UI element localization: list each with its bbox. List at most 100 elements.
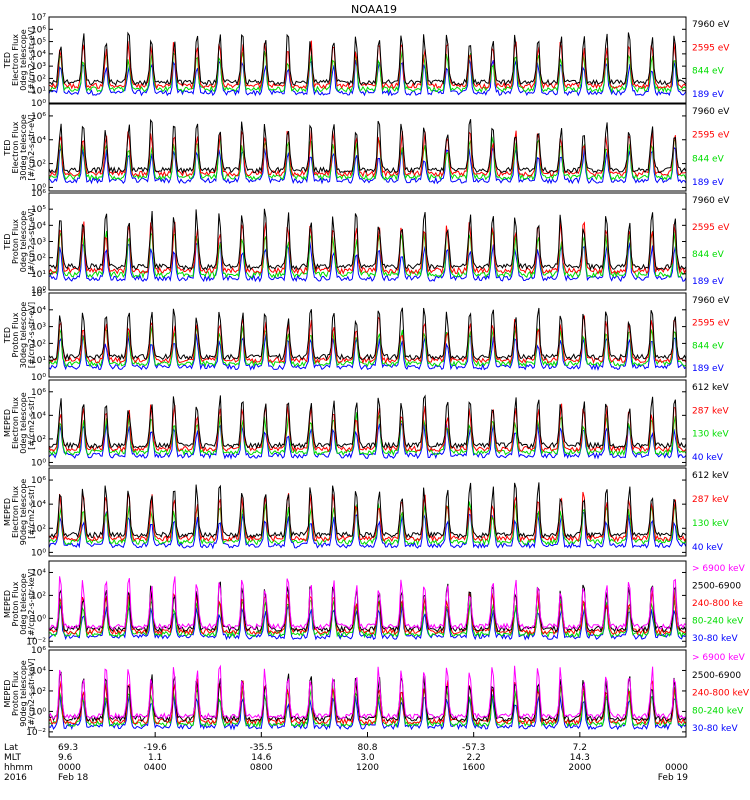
panel-frame <box>48 16 687 104</box>
y-axis-label: MEPED <box>3 680 12 708</box>
series-trace-189-ev <box>49 333 686 371</box>
legend-entry: 189 eV <box>692 364 725 374</box>
x-row-label: Lat <box>4 743 19 753</box>
y-tick-label: 10⁴ <box>31 411 46 421</box>
panel-3-traces <box>49 208 686 283</box>
panel-frame <box>48 292 687 378</box>
y-tick-label: 10¹ <box>31 270 46 280</box>
y-tick-label: 10⁰ <box>31 99 46 109</box>
y-axis-label: [#/cm2-s-str-eV] <box>27 302 36 368</box>
y-tick-label: 10⁻² <box>26 728 46 738</box>
y-tick-label: 10⁴ <box>31 50 46 60</box>
series-trace-7960-ev <box>49 208 686 271</box>
y-axis-label: Electron Flux <box>11 121 20 173</box>
y-tick-label: 10⁵ <box>31 289 46 299</box>
x-tick-label: 1600 <box>462 763 485 773</box>
legend-entry: 189 eV <box>692 90 725 100</box>
series-trace-80-240-kev <box>49 685 686 729</box>
series-trace-7960-ev <box>49 307 686 361</box>
x-tick-label: Feb 19 <box>658 773 689 783</box>
y-tick-label: 10³ <box>31 62 46 72</box>
series-trace-2500-6900 <box>49 671 686 723</box>
series-trace-240-800-kev <box>49 678 686 726</box>
y-tick-label: 10⁴ <box>31 500 46 510</box>
series-trace-844-ev <box>49 230 686 279</box>
legend-entry: 189 eV <box>692 178 725 188</box>
x-tick-label: -57.3 <box>462 743 485 753</box>
series-trace-7960-ev <box>49 118 686 175</box>
series-trace-612-kev <box>49 482 686 539</box>
y-axis-label: [#/cm2-s-str] <box>27 396 36 449</box>
y-tick-label: 10⁴ <box>31 221 46 231</box>
y-tick-label: 10² <box>31 591 46 601</box>
legend-entry: 2595 eV <box>692 319 730 329</box>
y-tick-label: 10¹ <box>31 356 46 366</box>
y-tick-label: 10⁶ <box>31 476 46 486</box>
y-tick-label: 10⁶ <box>31 388 46 398</box>
y-tick-label: 10⁶ <box>31 112 46 122</box>
y-tick-label: 10⁷ <box>31 13 46 23</box>
panel-8: 10⁻² 10⁰ 10² 10⁴ 10⁶ MEPED Proton Flux 90deg te… <box>3 646 750 738</box>
legend-entry: 844 eV <box>692 341 725 351</box>
legend-entry: 287 keV <box>692 406 729 416</box>
y-tick-label: 10² <box>31 160 46 170</box>
legend-entry: 2500-6900 <box>692 582 741 592</box>
x-tick-label: 3.0 <box>360 753 375 763</box>
y-axis-label: 90deg telescope <box>19 479 28 546</box>
legend-entry: 30-80 keV <box>692 724 738 734</box>
x-row-label: hhmm <box>4 763 33 773</box>
legend-entry: > 6900 keV <box>692 564 746 574</box>
x-row-label: MLT <box>4 753 22 763</box>
x-tick-label: 80.8 <box>357 743 377 753</box>
x-tick-label: 0000 <box>665 763 688 773</box>
y-axis-label: Proton Flux <box>11 671 20 716</box>
series-trace-287-kev <box>49 403 686 453</box>
series-trace-130-kev <box>49 412 686 457</box>
series-trace--6900-kev <box>49 664 686 720</box>
y-tick-label: 10⁰ <box>31 183 46 193</box>
x-tick-label: 7.2 <box>573 743 587 753</box>
panel-4: 10⁰ 10¹ 10² 10³ 10⁴ 10⁵ TED Proton Flux 30deg te… <box>3 289 730 383</box>
series-trace-40-kev <box>49 510 686 550</box>
legend-entry: 40 keV <box>692 543 724 553</box>
y-axis-label: 30deg telescope <box>19 114 28 181</box>
series-trace-189-ev <box>49 147 686 185</box>
y-tick-label: 10⁴ <box>31 568 46 578</box>
legend-entry: 2595 eV <box>692 43 730 53</box>
legend-entry: 844 eV <box>692 154 725 164</box>
y-axis-label: 0deg telescope <box>19 211 28 272</box>
panel-6-traces <box>49 482 686 550</box>
y-tick-label: 10⁶ <box>31 25 46 35</box>
legend-entry: 2500-6900 <box>692 671 741 681</box>
legend-entry: 844 eV <box>692 67 725 77</box>
series-trace-189-ev <box>49 241 686 283</box>
series-trace-2595-ev <box>49 129 686 178</box>
y-tick-label: 10⁴ <box>31 666 46 676</box>
y-tick-label: 10⁶ <box>31 646 46 656</box>
y-axis-label: [#/cm2-s-str-eV] <box>27 208 36 274</box>
legend-entry: 844 eV <box>692 250 725 260</box>
x-tick-label: -35.5 <box>250 743 273 753</box>
panel-frame <box>48 560 687 648</box>
y-axis-label: 90deg telescope <box>19 660 28 727</box>
legend-entry: 2595 eV <box>692 131 730 141</box>
x-row-label: 2016 <box>4 773 27 783</box>
legend-entry: 7960 eV <box>692 196 730 206</box>
series-trace-30-80-kev <box>49 602 686 641</box>
y-tick-label: 10⁰ <box>31 286 46 296</box>
x-tick-label: 14.6 <box>251 753 271 763</box>
y-tick-label: 10² <box>31 339 46 349</box>
y-tick-label: 10⁶ <box>31 189 46 199</box>
y-axis-label: MEPED <box>3 409 12 437</box>
legend-entry: 80-240 keV <box>692 617 744 627</box>
y-axis-label: TED <box>3 139 12 156</box>
legend-entry: 189 eV <box>692 277 725 287</box>
y-tick-label: 10³ <box>31 238 46 248</box>
panel-7-traces <box>49 576 686 641</box>
panel-frame <box>48 379 687 467</box>
y-tick-label: 10² <box>31 687 46 697</box>
y-axis-label: MEPED <box>3 498 12 526</box>
y-axis-label: TED <box>3 327 12 344</box>
panel-2: 10⁰ 10² 10⁴ 10⁶ TED Electron Flux 30deg telesc… <box>3 103 730 193</box>
